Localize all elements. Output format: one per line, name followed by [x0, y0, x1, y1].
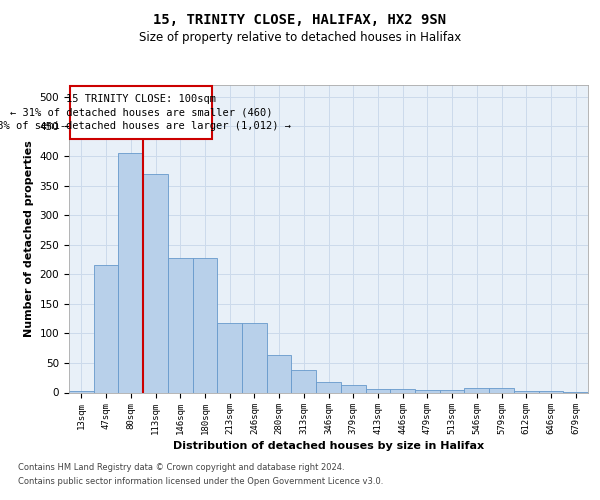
Text: 68% of semi-detached houses are larger (1,012) →: 68% of semi-detached houses are larger (…: [0, 122, 291, 132]
Bar: [440, 390, 464, 392]
Bar: [489, 388, 514, 392]
Bar: [316, 382, 341, 392]
Bar: [94, 266, 118, 392]
Bar: [292, 370, 316, 392]
Text: ← 31% of detached houses are smaller (460): ← 31% of detached houses are smaller (46…: [10, 108, 272, 118]
Bar: [193, 258, 217, 392]
Bar: [118, 153, 143, 392]
Bar: [70, 86, 212, 140]
Bar: [341, 386, 365, 392]
Bar: [168, 258, 193, 392]
Text: 15, TRINITY CLOSE, HALIFAX, HX2 9SN: 15, TRINITY CLOSE, HALIFAX, HX2 9SN: [154, 12, 446, 26]
Bar: [464, 388, 489, 392]
Bar: [390, 389, 415, 392]
Text: Size of property relative to detached houses in Halifax: Size of property relative to detached ho…: [139, 31, 461, 44]
X-axis label: Distribution of detached houses by size in Halifax: Distribution of detached houses by size …: [173, 442, 484, 452]
Bar: [267, 355, 292, 393]
Bar: [415, 390, 440, 392]
Text: 15 TRINITY CLOSE: 100sqm: 15 TRINITY CLOSE: 100sqm: [66, 94, 216, 104]
Bar: [217, 322, 242, 392]
Bar: [242, 322, 267, 392]
Text: Contains public sector information licensed under the Open Government Licence v3: Contains public sector information licen…: [18, 477, 383, 486]
Y-axis label: Number of detached properties: Number of detached properties: [24, 140, 34, 337]
Text: Contains HM Land Registry data © Crown copyright and database right 2024.: Contains HM Land Registry data © Crown c…: [18, 464, 344, 472]
Bar: [143, 174, 168, 392]
Bar: [365, 389, 390, 392]
